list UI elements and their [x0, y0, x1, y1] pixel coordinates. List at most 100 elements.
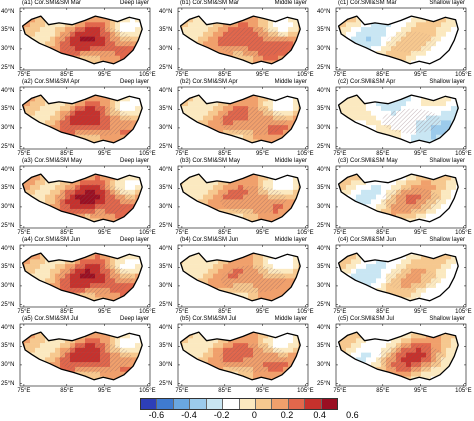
lon-tick-label: 75°E	[333, 72, 347, 78]
lon-tick-label: 95°E	[97, 151, 112, 157]
lat-tick-label: 30°N	[317, 203, 331, 210]
lat-tick-label: 30°N	[159, 361, 173, 368]
panel-title: (b1) Cor.SMI&SM Mar	[180, 0, 240, 6]
panel-title: (b3) Cor.SMI&SM May	[180, 158, 241, 164]
significance-hatching	[57, 184, 134, 217]
map-panel-a1: (a1) Cor.SMI&SM Mar Deep layer 40°N 35°N 30°…	[0, 0, 158, 79]
plateau-outline	[337, 331, 459, 381]
map-panel-b2: (b2) Cor.SMI&SM Apr Middle layer 40°N 35°N 3…	[158, 79, 316, 158]
lat-tick-label: 30°N	[1, 203, 15, 210]
significance-hatching	[220, 265, 286, 293]
lat-tick-label: 35°N	[159, 185, 173, 192]
lon-tick-label: 105°E	[297, 230, 314, 236]
panel-layer-label: Middle layer	[274, 0, 307, 6]
map-panel-c3: (c3) Cor.SMI&SM May Shallow layer 40°N 35°N…	[316, 158, 474, 237]
lat-tick-label: 35°N	[317, 27, 331, 34]
map-panel-b1: (b1) Cor.SMI&SM Mar Middle layer 40°N 35°N 3…	[158, 0, 316, 79]
lon-tick-label: 75°E	[17, 72, 31, 78]
map-plot	[177, 7, 309, 71]
lon-tick-label: 85°E	[60, 388, 74, 394]
lat-tick-label: 40°N	[1, 87, 15, 94]
map-panel-c4: (c4) Cor.SMI&SM Jun Shallow layer 40°N 35°N…	[316, 237, 474, 316]
map-plot	[19, 165, 151, 229]
panel-layer-label: Shallow layer	[429, 237, 465, 243]
lon-tick-label: 85°E	[218, 230, 232, 236]
lat-tick-label: 25°N	[159, 143, 173, 150]
panel-layer-label: Middle layer	[274, 158, 307, 164]
significance-hatching	[384, 267, 439, 291]
lon-tick-label: 95°E	[255, 72, 270, 78]
panel-layer-label: Deep layer	[119, 0, 149, 6]
lon-tick-label: 95°E	[255, 151, 270, 157]
lat-tick-label: 25°N	[317, 222, 331, 229]
lon-tick-label: 105°E	[297, 151, 314, 157]
lat-tick-label: 25°N	[159, 301, 173, 308]
lat-tick-label: 25°N	[159, 380, 173, 387]
lon-tick-label: 95°E	[97, 309, 112, 315]
lat-tick-label: 30°N	[159, 203, 173, 210]
lon-tick-label: 85°E	[60, 309, 74, 315]
lon-tick-label: 75°E	[17, 230, 31, 236]
lat-tick-label: 25°N	[1, 143, 15, 150]
panel-layer-label: Deep layer	[119, 237, 149, 243]
lon-tick-label: 75°E	[333, 309, 347, 315]
lat-tick-label: 30°N	[1, 361, 15, 368]
significance-hatching	[219, 343, 288, 373]
map-panel-c5: (c5) Cor.SMI&SM Jul Shallow layer 40°N 35°N…	[316, 316, 474, 395]
panel-title: (c2) Cor.SMI&SM Apr	[338, 79, 396, 85]
lon-tick-label: 85°E	[376, 309, 390, 315]
significance-hatching	[59, 105, 132, 137]
lon-tick-label: 95°E	[413, 388, 428, 394]
lon-tick-label: 75°E	[333, 151, 347, 157]
significance-hatching	[59, 342, 132, 374]
lat-tick-label: 25°N	[317, 143, 331, 150]
colorbar-swatch	[321, 399, 338, 409]
lat-tick-label: 35°N	[317, 185, 331, 192]
lon-tick-label: 75°E	[175, 388, 189, 394]
lat-tick-label: 30°N	[317, 124, 331, 131]
lon-tick-label: 105°E	[455, 388, 472, 394]
plateau-outline	[337, 252, 459, 302]
lon-tick-label: 105°E	[297, 388, 314, 394]
colorbar-swatch	[239, 399, 256, 409]
colorbar-labels: -0.6 -0.4 -0.2 0 0.2 0.4 0.6	[140, 410, 359, 421]
lat-tick-label: 40°N	[317, 245, 331, 252]
colorbar-label: 0	[251, 410, 257, 420]
map-panel-grid: (a1) Cor.SMI&SM Mar Deep layer 40°N 35°N 30°…	[0, 0, 474, 395]
map-panel-b3: (b3) Cor.SMI&SM May Middle layer 40°N 35°N 3…	[158, 158, 316, 237]
lat-tick-label: 40°N	[159, 245, 173, 252]
lon-tick-label: 85°E	[60, 72, 74, 78]
map-plot	[19, 244, 151, 308]
lat-tick-label: 40°N	[317, 166, 331, 173]
significance-hatching	[220, 186, 287, 215]
lat-tick-label: 40°N	[159, 166, 173, 173]
panel-layer-label: Shallow layer	[429, 158, 465, 164]
lat-tick-label: 35°N	[1, 185, 15, 192]
map-plot	[177, 244, 309, 308]
colorbar-swatch	[272, 399, 289, 409]
colorbar-swatch	[288, 399, 306, 409]
colorbar-label: -0.2	[213, 410, 230, 420]
lat-tick-label: 35°N	[1, 27, 15, 34]
lat-tick-label: 25°N	[317, 301, 331, 308]
lon-tick-label: 95°E	[97, 72, 112, 78]
lat-tick-label: 35°N	[159, 106, 173, 113]
significance-hatching	[217, 26, 290, 58]
lon-tick-label: 105°E	[139, 72, 156, 78]
lat-tick-label: 25°N	[1, 64, 15, 71]
lat-tick-label: 40°N	[1, 8, 15, 15]
map-plot	[177, 86, 309, 150]
lon-tick-label: 85°E	[60, 151, 74, 157]
lon-tick-label: 95°E	[255, 309, 270, 315]
plateau-outline	[21, 94, 143, 144]
colorbar-label: -0.6	[148, 410, 165, 420]
lat-tick-label: 25°N	[1, 301, 15, 308]
lon-tick-label: 85°E	[376, 388, 390, 394]
map-plot	[19, 323, 151, 387]
lon-tick-label: 105°E	[455, 230, 472, 236]
map-panel-a4: (a4) Cor.SMI&SM Jun Deep layer 40°N 35°N 30°…	[0, 237, 158, 316]
colorbar-swatch	[305, 399, 322, 409]
map-plot	[335, 244, 467, 308]
plateau-outline	[21, 252, 143, 302]
lon-tick-label: 105°E	[139, 388, 156, 394]
